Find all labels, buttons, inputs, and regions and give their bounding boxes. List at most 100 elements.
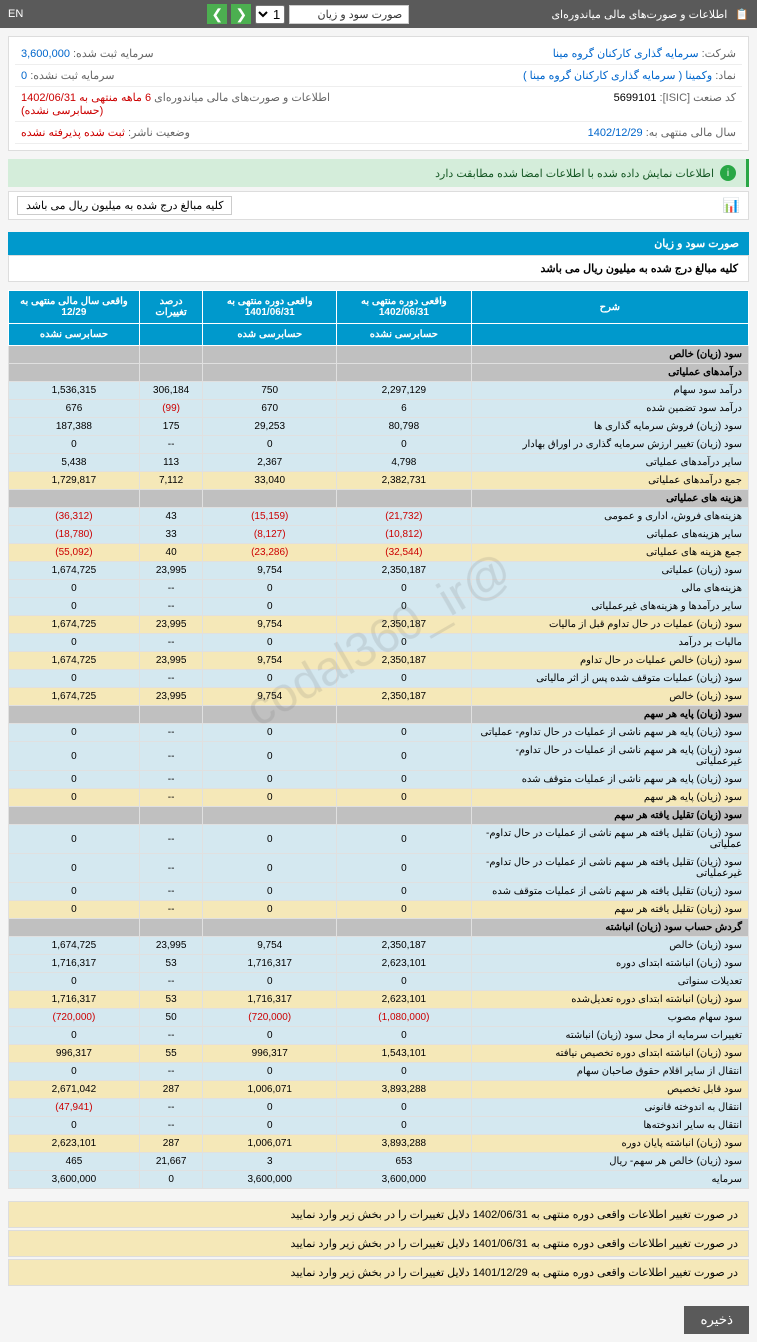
table-cell: 306,184 xyxy=(139,382,203,400)
table-cell: 9,754 xyxy=(203,616,337,634)
table-cell: (99) xyxy=(139,400,203,418)
table-cell: 0 xyxy=(203,580,337,598)
table-cell: 0 xyxy=(337,598,472,616)
table-cell: سایر هزینه‌های عملیاتی xyxy=(471,526,748,544)
table-cell: -- xyxy=(139,1027,203,1045)
num-dropdown[interactable]: 1 xyxy=(255,5,285,24)
info-panel: شرکت: سرمایه گذاری کارکنان گروه مینا سرم… xyxy=(8,36,749,151)
table-cell: سود (زیان) تغییر ارزش سرمایه گذاری در او… xyxy=(471,436,748,454)
table-cell: 9,754 xyxy=(203,937,337,955)
table-header: درصد تغییرات xyxy=(139,291,203,324)
table-cell: -- xyxy=(139,789,203,807)
table-row: سود (زیان) انباشته ابتدای دوره2,623,1011… xyxy=(9,955,749,973)
table-cell: 670 xyxy=(203,400,337,418)
table-cell: 23,995 xyxy=(139,652,203,670)
table-cell: 0 xyxy=(337,789,472,807)
table-cell: 40 xyxy=(139,544,203,562)
table-cell: سود (زیان) عملیات متوقف شده پس از اثر ما… xyxy=(471,670,748,688)
table-cell: (36,312) xyxy=(9,508,140,526)
table-cell: 80,798 xyxy=(337,418,472,436)
table-row: انتقال به سایر اندوخته‌ها00--0 xyxy=(9,1117,749,1135)
table-row: جمع درآمدهای عملیاتی2,382,73133,0407,112… xyxy=(9,472,749,490)
table-cell xyxy=(337,919,472,937)
table-cell: (32,544) xyxy=(337,544,472,562)
table-cell: سود (زیان) تقلیل یافته هر سهم ناشی از عم… xyxy=(471,825,748,854)
table-cell: 3,893,288 xyxy=(337,1081,472,1099)
table-row: سود (زیان) عملیات متوقف شده پس از اثر ما… xyxy=(9,670,749,688)
table-cell: 1,006,071 xyxy=(203,1081,337,1099)
table-cell: 0 xyxy=(203,789,337,807)
table-cell: 0 xyxy=(337,854,472,883)
table-cell: 1,716,317 xyxy=(9,955,140,973)
table-cell xyxy=(337,364,472,382)
table-cell: 0 xyxy=(203,854,337,883)
table-cell: 6 xyxy=(337,400,472,418)
table-cell xyxy=(9,807,140,825)
table-cell: سود (زیان) خالص عملیات در حال تداوم xyxy=(471,652,748,670)
table-row: هزینه‌های فروش، اداری و عمومی(21,732)(15… xyxy=(9,508,749,526)
table-cell: 53 xyxy=(139,955,203,973)
table-cell: 0 xyxy=(139,1171,203,1189)
footer-note: در صورت تغییر اطلاعات واقعی دوره منتهی ب… xyxy=(8,1201,749,1228)
table-cell: 0 xyxy=(9,789,140,807)
symbol-label: نماد: xyxy=(715,70,736,82)
table-cell: 1,716,317 xyxy=(9,991,140,1009)
table-cell: سود قابل تخصیص xyxy=(471,1081,748,1099)
table-cell: -- xyxy=(139,771,203,789)
table-cell: 0 xyxy=(337,1117,472,1135)
table-row: درآمد سود تضمین شده6670(99)676 xyxy=(9,400,749,418)
excel-icon[interactable]: 📊 xyxy=(723,197,740,214)
table-subheader: حسابرسی نشده xyxy=(9,324,140,346)
table-cell: (55,092) xyxy=(9,544,140,562)
table-cell: 33,040 xyxy=(203,472,337,490)
table-cell: 0 xyxy=(9,670,140,688)
table-row: سود (زیان) خالص xyxy=(9,346,749,364)
table-cell xyxy=(139,346,203,364)
table-cell: 0 xyxy=(9,1027,140,1045)
table-row: سود (زیان) تغییر ارزش سرمایه گذاری در او… xyxy=(9,436,749,454)
table-cell: 0 xyxy=(337,634,472,652)
table-row: سود (زیان) خالص2,350,1879,75423,9951,674… xyxy=(9,688,749,706)
table-cell: 0 xyxy=(9,598,140,616)
table-cell: سرمایه xyxy=(471,1171,748,1189)
table-cell: 29,253 xyxy=(203,418,337,436)
status-label: وضعیت ناشر: xyxy=(128,127,190,139)
table-cell: 0 xyxy=(337,670,472,688)
table-row: سود (زیان) تقلیل یافته هر سهم00--0 xyxy=(9,901,749,919)
table-cell: هزینه های عملیاتی xyxy=(471,490,748,508)
table-cell: -- xyxy=(139,580,203,598)
save-button[interactable]: ذخیره xyxy=(684,1306,749,1334)
table-cell: (8,127) xyxy=(203,526,337,544)
table-cell: 0 xyxy=(9,854,140,883)
table-row: سود (زیان) پایه هر سهم ناشی از عملیات مت… xyxy=(9,771,749,789)
isic-value: 5699101 xyxy=(614,92,657,104)
table-cell: 43 xyxy=(139,508,203,526)
table-cell: 53 xyxy=(139,991,203,1009)
table-cell: 0 xyxy=(203,1063,337,1081)
prev-button[interactable]: ❮ xyxy=(231,4,251,24)
table-cell: 3 xyxy=(203,1153,337,1171)
capital-label: سرمایه ثبت شده: xyxy=(73,48,154,60)
table-cell: 0 xyxy=(203,598,337,616)
table-cell: 0 xyxy=(203,825,337,854)
table-cell: 0 xyxy=(203,436,337,454)
note-text: کلیه مبالغ درج شده به میلیون ریال می باش… xyxy=(17,196,232,215)
table-header: شرح xyxy=(471,291,748,324)
table-cell: 2,350,187 xyxy=(337,652,472,670)
table-cell: (23,286) xyxy=(203,544,337,562)
table-cell: 1,536,315 xyxy=(9,382,140,400)
next-button[interactable]: ❯ xyxy=(207,4,227,24)
alert-message: i اطلاعات نمایش داده شده با اطلاعات امضا… xyxy=(8,159,749,187)
table-cell: 2,350,187 xyxy=(337,937,472,955)
table-cell: -- xyxy=(139,634,203,652)
report-dropdown[interactable]: صورت سود و زیان xyxy=(289,5,409,24)
table-row: سرمایه3,600,0003,600,00003,600,000 xyxy=(9,1171,749,1189)
capital-unreg-label: سرمایه ثبت نشده: xyxy=(30,70,114,82)
lang-toggle[interactable]: EN xyxy=(8,8,23,20)
table-cell: 55 xyxy=(139,1045,203,1063)
table-cell: سود (زیان) پایه هر سهم ناشی از عملیات در… xyxy=(471,742,748,771)
table-cell: 23,995 xyxy=(139,562,203,580)
table-header: واقعی دوره منتهی به 1401/06/31 xyxy=(203,291,337,324)
table-cell: (720,000) xyxy=(9,1009,140,1027)
table-cell: 0 xyxy=(9,901,140,919)
